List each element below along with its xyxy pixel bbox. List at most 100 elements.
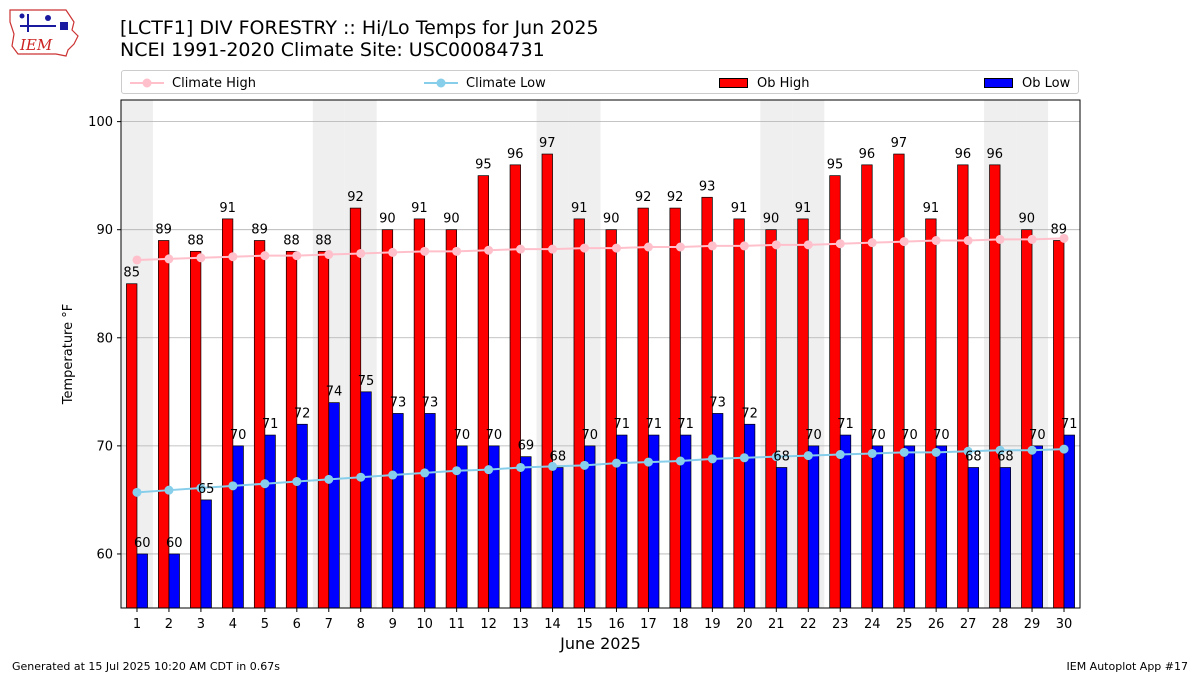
legend-ob-low: Ob Low	[984, 74, 1070, 92]
legend-label: Ob High	[757, 75, 810, 91]
ob-high-bar	[989, 164, 1001, 609]
climate-low-point	[420, 468, 430, 478]
climate-high-point	[388, 247, 398, 257]
x-tick-label: 1	[133, 617, 141, 632]
ob-high-value-label: 92	[347, 190, 364, 205]
x-tick-label: 18	[672, 617, 689, 632]
climate-low-point	[164, 485, 174, 495]
ob-high-bar	[190, 250, 202, 609]
climate-low-line-marker-icon	[424, 78, 458, 88]
ob-high-value-label: 96	[507, 147, 524, 162]
x-tick-label: 6	[293, 617, 301, 632]
ob-high-value-label: 90	[763, 212, 780, 227]
climate-high-point	[1027, 234, 1037, 244]
ob-high-value-label: 85	[123, 266, 140, 281]
climate-low-point	[324, 474, 334, 484]
legend-ob-high: Ob High	[719, 74, 810, 92]
ob-low-value-label: 68	[965, 449, 982, 464]
ob-low-bar	[392, 413, 404, 609]
ob-low-value-label: 68	[773, 449, 790, 464]
climate-low-line	[136, 448, 1065, 494]
ob-low-bar	[296, 423, 308, 609]
autoplot-app-label: IEM Autoplot App #17	[1066, 660, 1189, 673]
iem-logo: IEM	[9, 9, 79, 57]
x-tick-label: 27	[960, 617, 977, 632]
ob-high-bar	[1021, 229, 1033, 609]
climate-high-point	[260, 251, 270, 261]
ob-low-bar	[775, 467, 788, 609]
x-tick-label: 17	[640, 617, 657, 632]
ob-low-bar	[360, 391, 372, 609]
generated-timestamp: Generated at 15 Jul 2025 10:20 AM CDT in…	[12, 660, 280, 673]
climate-high-point	[548, 244, 558, 254]
climate-low-point	[771, 452, 781, 462]
ob-high-value-label: 89	[1050, 223, 1067, 238]
ob-low-bar	[967, 467, 980, 609]
climate-high-point	[452, 246, 462, 256]
climate-low-point	[899, 447, 909, 457]
climate-low-point	[228, 481, 238, 491]
legend-label: Climate Low	[466, 75, 546, 91]
ob-low-bar	[136, 553, 148, 609]
x-tick-label: 5	[261, 617, 269, 632]
ob-low-value-label: 72	[294, 406, 311, 421]
y-axis-label: Temperature °F	[61, 304, 76, 405]
ob-high-value-label: 97	[891, 136, 908, 151]
y-tick-label: 100	[88, 115, 113, 130]
climate-low-point	[963, 446, 973, 456]
ob-high-bar	[669, 207, 681, 609]
ob-high-bar	[573, 218, 585, 609]
ob-low-value-label: 70	[230, 428, 247, 443]
climate-low-point	[931, 447, 941, 457]
climate-high-point	[867, 238, 877, 248]
ob-high-value-label: 90	[379, 212, 396, 227]
x-tick-label: 11	[448, 617, 465, 632]
climate-low-point	[356, 472, 366, 482]
ob-high-value-label: 97	[539, 136, 556, 151]
ob-low-bar	[168, 553, 180, 609]
ob-high-bar	[158, 240, 170, 609]
ob-high-value-label: 95	[827, 158, 844, 173]
climate-low-point	[611, 458, 621, 468]
legend-label: Ob Low	[1022, 75, 1071, 91]
ob-low-bar	[712, 413, 724, 609]
y-tick-label: 90	[96, 223, 113, 238]
ob-high-value-label: 90	[603, 212, 620, 227]
ob-high-bar	[285, 250, 298, 609]
ob-low-value-label: 73	[709, 395, 726, 410]
ob-high-bar	[477, 175, 489, 609]
ob-high-bar	[925, 218, 937, 609]
x-tick-label: 23	[832, 617, 849, 632]
climate-low-point	[132, 487, 142, 497]
ob-high-bar	[637, 207, 649, 609]
ob-high-value-label: 89	[251, 223, 268, 238]
ob-low-value-label: 70	[454, 428, 471, 443]
ob-low-value-label: 70	[933, 428, 950, 443]
climate-low-point	[548, 461, 558, 471]
climate-low-point	[516, 462, 526, 472]
ob-high-bar	[445, 229, 458, 609]
ob-high-bar	[349, 207, 362, 609]
chart-legend: Climate High Climate Low Ob High Ob Low	[121, 70, 1079, 94]
ob-high-value-label: 91	[923, 201, 940, 216]
climate-high-point	[132, 255, 142, 265]
iowa-outline	[9, 9, 79, 57]
ob-high-bar	[381, 229, 394, 609]
ob-low-bar	[584, 445, 596, 609]
ob-high-value-label: 91	[731, 201, 748, 216]
x-tick-label: 14	[544, 617, 561, 632]
ob-low-bar	[999, 467, 1011, 609]
climate-high-point	[771, 240, 781, 250]
climate-low-point	[1027, 445, 1037, 455]
ob-low-value-label: 70	[805, 428, 822, 443]
ob-low-value-label: 71	[837, 417, 854, 432]
ob-high-bar	[957, 164, 969, 609]
y-tick-label: 60	[96, 547, 113, 562]
ob-low-bar	[807, 445, 820, 609]
x-tick-label: 24	[864, 617, 881, 632]
y-tick-label: 80	[96, 331, 113, 346]
x-tick-label: 10	[416, 617, 433, 632]
ob-low-bar	[520, 456, 532, 609]
x-tick-label: 29	[1024, 617, 1041, 632]
